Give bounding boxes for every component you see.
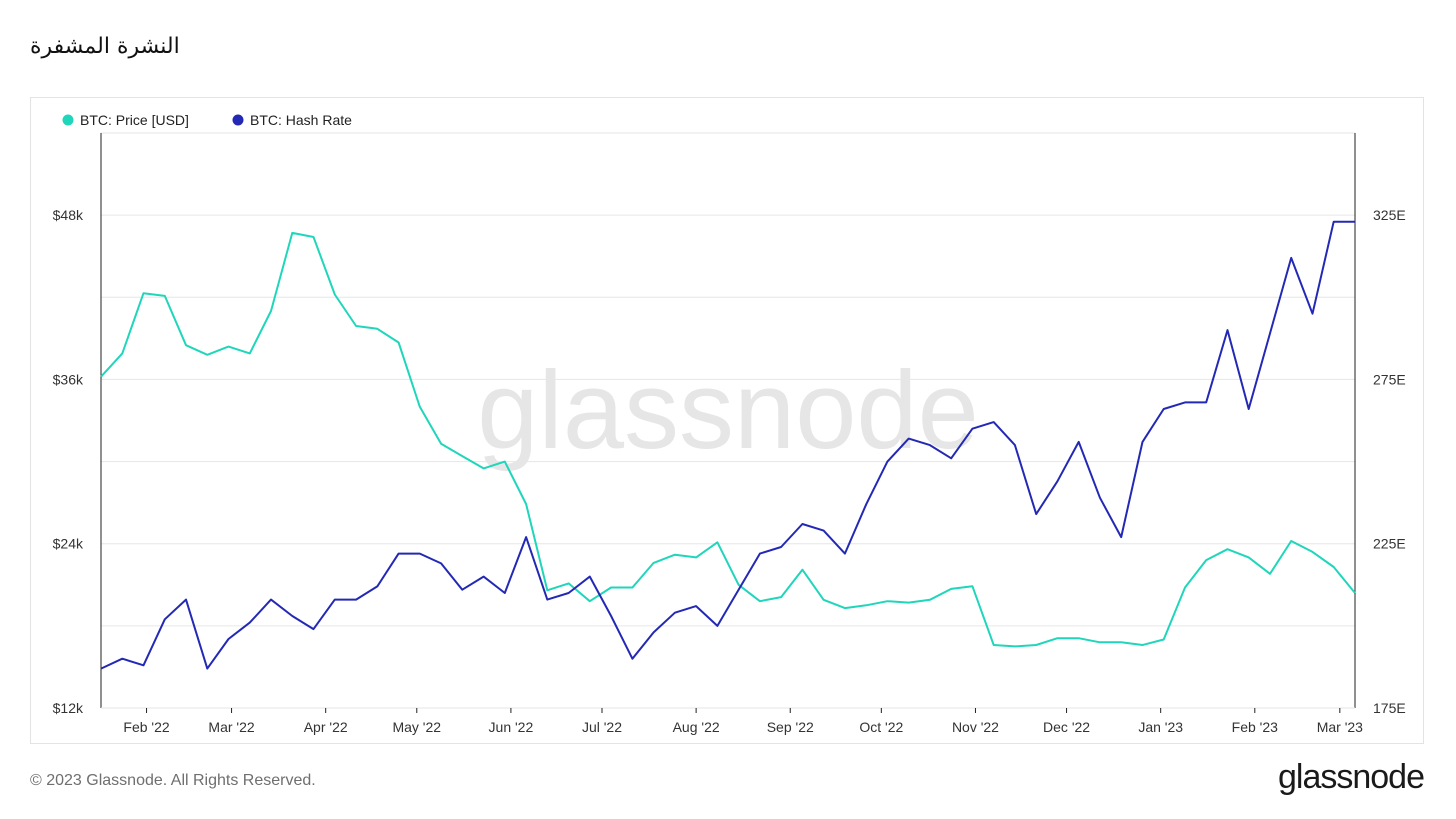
x-tick-label: Mar '23	[1317, 719, 1363, 735]
y-left-tick-label: $12k	[53, 700, 84, 716]
y-right-tick-label: 325E	[1373, 207, 1406, 223]
chart-canvas: glassnode $12k $24k $36k $48k 175E 225E 275E 325…	[53, 112, 1406, 735]
x-tick-label: Oct '22	[859, 719, 903, 735]
x-tick-label: Dec '22	[1043, 719, 1090, 735]
y-right-tick-label: 225E	[1373, 536, 1406, 552]
x-tick-label: Mar '22	[208, 719, 254, 735]
page-title: النشرة المشفرة	[30, 34, 180, 59]
x-tick-label: Apr '22	[304, 719, 348, 735]
copyright-text: © 2023 Glassnode. All Rights Reserved.	[30, 772, 316, 789]
legend-hash-rate-marker	[232, 114, 244, 126]
x-tick-label: Sep '22	[767, 719, 814, 735]
x-tick-label: Jan '23	[1138, 719, 1183, 735]
hash-rate-series-line	[100, 220, 1355, 670]
y-right-tick-label: 175E	[1373, 700, 1406, 716]
watermark-text: glassnode	[477, 349, 979, 472]
chart-panel: glassnode $12k $24k $36k $48k 175E 225E 275E 325…	[30, 97, 1424, 744]
glassnode-logo: glassnode	[1277, 758, 1425, 796]
legend-hash-rate-label: BTC: Hash Rate	[250, 112, 352, 128]
legend-price-label: BTC: Price [USD]	[80, 112, 189, 128]
x-tick-label: Jul '22	[582, 719, 622, 735]
x-tick-label: Feb '23	[1232, 719, 1278, 735]
y-left-tick-label: $24k	[53, 536, 84, 552]
y-right-tick-label: 275E	[1373, 371, 1406, 387]
price-series-line	[100, 231, 1356, 648]
y-left-tick-label: $48k	[53, 207, 84, 223]
x-tick-label: Jun '22	[489, 719, 534, 735]
x-tick-label: Aug '22	[673, 719, 720, 735]
y-left-tick-label: $36k	[53, 371, 84, 387]
x-tick-label: Nov '22	[952, 719, 999, 735]
legend-price-marker	[62, 114, 74, 126]
x-tick-label: Feb '22	[123, 719, 169, 735]
x-tick-label: May '22	[392, 719, 441, 735]
